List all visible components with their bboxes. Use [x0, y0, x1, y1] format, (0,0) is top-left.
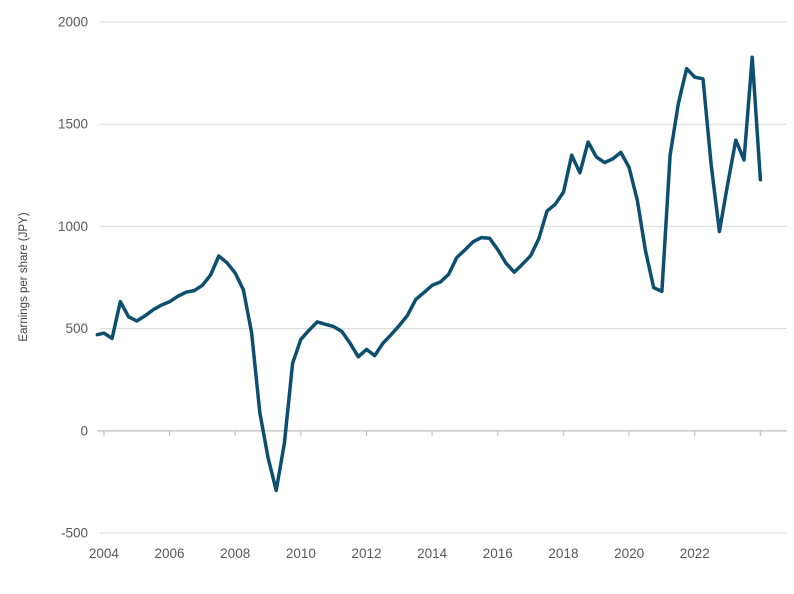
y-tick-label: 0	[80, 423, 88, 438]
eps-series-line	[95, 55, 763, 493]
x-tick-label: 2014	[417, 546, 448, 561]
y-tick-label: 2000	[58, 15, 88, 30]
x-tick-label: 2006	[155, 546, 185, 561]
y-tick-label: 1000	[58, 219, 88, 234]
x-tick-label: 2016	[483, 546, 513, 561]
y-tick-label: 1500	[58, 117, 88, 132]
x-tick-label: 2022	[680, 546, 710, 561]
x-tick-label: 2010	[286, 546, 316, 561]
x-tick-label: 2008	[220, 546, 250, 561]
y-axis-title: Earnings per share (JPY)	[18, 212, 30, 341]
x-tick-label: 2004	[89, 546, 120, 561]
y-tick-label: 500	[65, 321, 88, 336]
y-tick-label: -500	[61, 526, 88, 541]
x-tick-label: 2018	[548, 546, 578, 561]
x-tick-label: 2012	[351, 546, 381, 561]
x-tick-label: 2020	[614, 546, 644, 561]
